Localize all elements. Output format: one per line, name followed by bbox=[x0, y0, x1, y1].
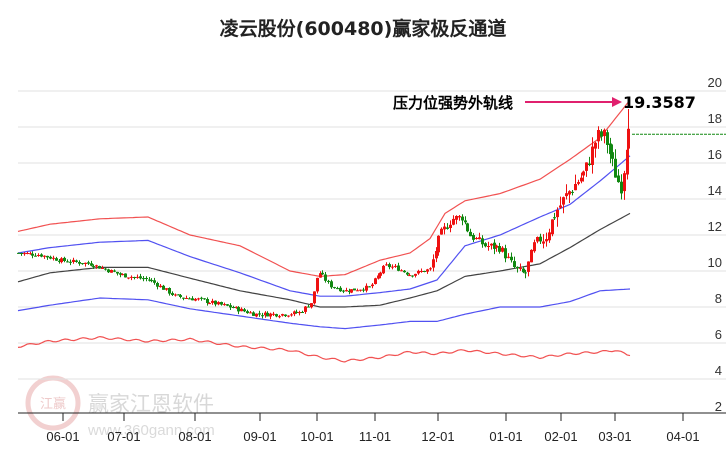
band-inner-lower bbox=[17, 288, 631, 330]
x-axis: 06-01 07-01 08-01 09-01 10-01 11-01 12-01 01-01… bbox=[46, 413, 700, 444]
x-tick-label: 03-01 bbox=[598, 429, 631, 444]
annotation-value: 19.3587 bbox=[623, 93, 696, 112]
chart-title: 凌云股份(600480)赢家极反通道 bbox=[219, 18, 507, 40]
x-tick-label: 07-01 bbox=[107, 429, 140, 444]
grid-lines bbox=[18, 90, 726, 380]
y-tick-label: 4 bbox=[715, 363, 722, 378]
arrow-right-icon bbox=[612, 97, 622, 107]
y-tick-label: 2 bbox=[715, 399, 722, 414]
y-tick-label: 16 bbox=[708, 147, 722, 162]
watermark: 江赢 赢家江恩软件 www.360gann.com bbox=[25, 375, 215, 439]
x-tick-label: 12-01 bbox=[421, 429, 454, 444]
watermark-url: www.360gann.com bbox=[87, 422, 215, 439]
y-tick-label: 14 bbox=[708, 183, 722, 198]
y-axis: 2 4 6 8 10 12 14 16 18 20 bbox=[708, 75, 722, 414]
y-tick-label: 8 bbox=[715, 291, 722, 306]
y-tick-label: 20 bbox=[708, 75, 722, 90]
x-tick-label: 11-01 bbox=[359, 429, 391, 444]
y-tick-label: 18 bbox=[708, 111, 722, 126]
band-outer-lower bbox=[17, 335, 631, 363]
x-tick-label: 10-01 bbox=[300, 429, 333, 444]
y-tick-label: 10 bbox=[708, 255, 722, 270]
watermark-logo-icon: 江赢 bbox=[40, 396, 66, 411]
band-inner-upper bbox=[17, 155, 631, 297]
band-middle bbox=[17, 212, 631, 308]
x-tick-label: 06-01 bbox=[46, 429, 79, 444]
x-tick-label: 04-01 bbox=[666, 429, 699, 444]
candlesticks bbox=[17, 109, 630, 320]
band-outer-upper bbox=[17, 102, 629, 278]
y-tick-label: 12 bbox=[708, 219, 722, 234]
channel-lines bbox=[17, 102, 631, 363]
x-tick-label: 08-01 bbox=[178, 429, 211, 444]
x-tick-label: 02-01 bbox=[544, 429, 577, 444]
x-tick-label: 09-01 bbox=[243, 429, 276, 444]
annotation: 压力位强势外轨线 19.3587 bbox=[393, 93, 696, 112]
annotation-label: 压力位强势外轨线 bbox=[393, 94, 513, 112]
x-tick-label: 01-01 bbox=[489, 429, 522, 444]
watermark-text: 赢家江恩软件 bbox=[88, 392, 214, 416]
y-tick-label: 6 bbox=[715, 327, 722, 342]
